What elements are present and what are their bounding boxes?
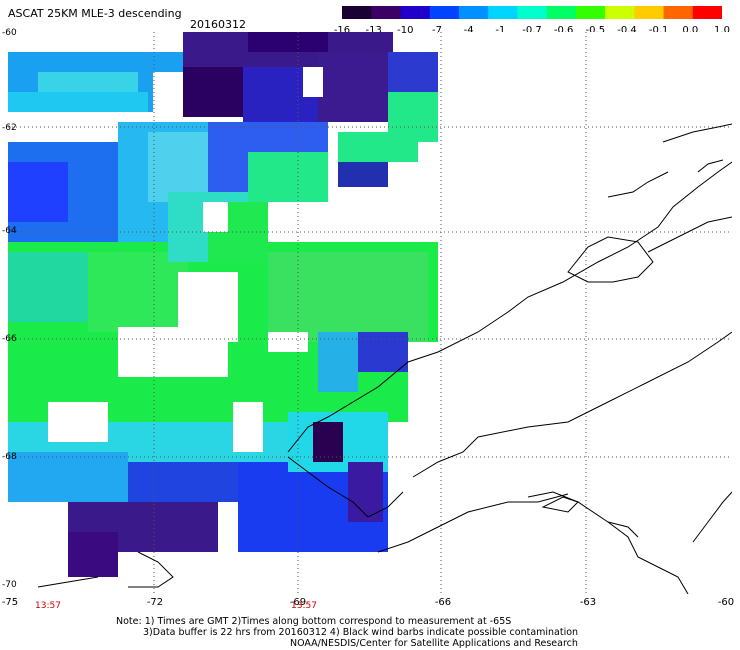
colorbar-swatch bbox=[605, 6, 635, 19]
lon-label: -63 bbox=[579, 597, 597, 608]
colorbar-label: -1 bbox=[495, 25, 506, 36]
lon-label: -66 bbox=[434, 597, 452, 608]
product-date: 20160312 bbox=[190, 18, 246, 31]
map-plot bbox=[8, 32, 732, 594]
note-line: 3)Data buffer is 22 hrs from 20160312 4)… bbox=[143, 627, 579, 638]
colorbar-swatch bbox=[458, 6, 489, 19]
time-label: 13:57 bbox=[35, 601, 61, 611]
colorbar-label: 1.0 bbox=[714, 25, 730, 36]
colorbar bbox=[342, 6, 722, 19]
colorbar-swatch bbox=[342, 6, 372, 19]
colorbar-swatch bbox=[663, 6, 694, 19]
lon-label: -75 bbox=[1, 597, 19, 608]
lon-label: -60 bbox=[717, 597, 735, 608]
lon-label: -72 bbox=[146, 597, 164, 608]
colorbar-swatch bbox=[575, 6, 606, 19]
note-line: NOAA/NESDIS/Center for Satellite Applica… bbox=[290, 638, 578, 649]
lat-label: -68 bbox=[2, 452, 17, 462]
lat-label: -60 bbox=[2, 28, 17, 38]
lat-label: -66 bbox=[2, 334, 17, 344]
data-swath bbox=[8, 32, 732, 594]
lon-label: -69 bbox=[289, 597, 307, 608]
coastline bbox=[37, 123, 732, 594]
colorbar-label: -10 bbox=[397, 25, 414, 36]
colorbar-swatch bbox=[517, 6, 548, 19]
note-line: Note: 1) Times are GMT 2)Times along bot… bbox=[116, 616, 512, 627]
grid bbox=[8, 32, 732, 594]
colorbar-label: -0.1 bbox=[648, 25, 669, 36]
colorbar-label: -0.5 bbox=[585, 25, 606, 36]
lat-label: -62 bbox=[2, 123, 17, 133]
colorbar-swatch bbox=[546, 6, 577, 19]
time-label: 13:57 bbox=[291, 601, 317, 611]
colorbar-swatch bbox=[488, 6, 518, 19]
colorbar-label: -4 bbox=[463, 25, 474, 36]
lat-label: -64 bbox=[2, 226, 17, 236]
colorbar-swatch bbox=[400, 6, 431, 19]
colorbar-swatch bbox=[371, 6, 401, 19]
colorbar-label: -0.7 bbox=[522, 25, 542, 36]
colorbar-label: -13 bbox=[365, 25, 382, 36]
colorbar-swatch bbox=[692, 6, 722, 19]
colorbar-label: -7 bbox=[432, 25, 442, 36]
colorbar-swatch bbox=[634, 6, 665, 19]
product-title: ASCAT 25KM MLE-3 descending bbox=[8, 7, 182, 20]
colorbar-label: 0.0 bbox=[682, 25, 699, 36]
colorbar-swatch bbox=[429, 6, 460, 19]
colorbar-label: -0.4 bbox=[617, 25, 637, 36]
lat-label: -70 bbox=[2, 580, 17, 590]
colorbar-label: -16 bbox=[333, 25, 351, 36]
colorbar-label: -0.6 bbox=[553, 25, 574, 36]
